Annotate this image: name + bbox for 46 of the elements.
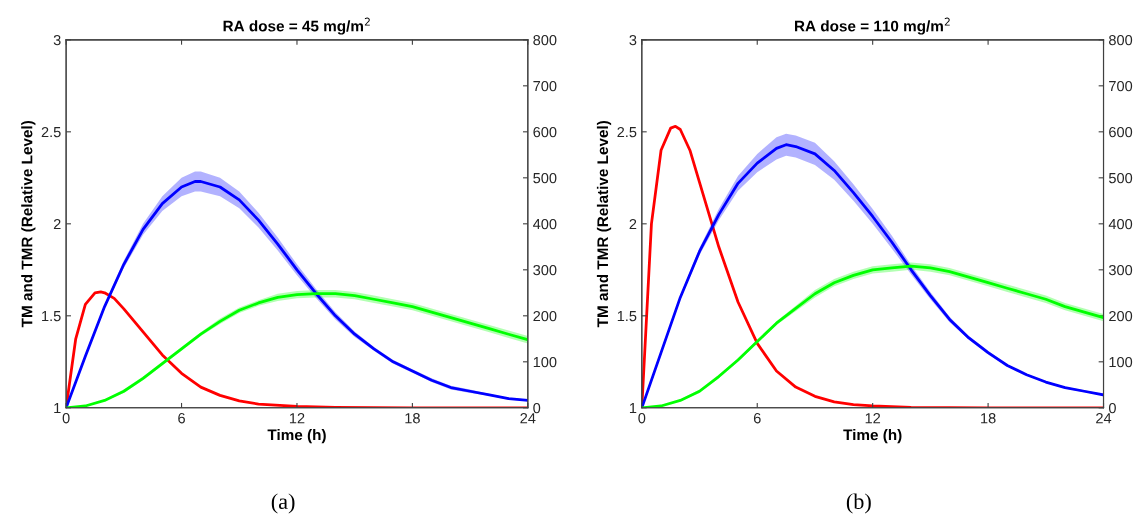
y2-tick-label: 0 (1108, 402, 1116, 414)
x-tick-label: 18 (405, 413, 420, 424)
y2-tick-label: 100 (533, 356, 557, 368)
y2-tick-label: 200 (1109, 310, 1133, 322)
x-tick-label: 0 (638, 413, 646, 424)
y2-tick-label: 700 (533, 80, 557, 92)
y-tick-label: 2 (629, 218, 637, 230)
x-tick-label: 6 (178, 413, 185, 424)
y-axis-title: TM and TMR (Relative Level) (21, 121, 36, 328)
y2-tick-label: 500 (533, 172, 557, 184)
y2-tick-label: 100 (1109, 356, 1133, 368)
x-tick-label: 24 (520, 413, 536, 424)
x-tick-label: 0 (62, 413, 70, 424)
text: (a) (271, 493, 295, 514)
y2-tick-label: 600 (533, 126, 557, 138)
y-axis-title: TM and TMR (Relative Level) (596, 121, 612, 328)
text: (b) (846, 493, 871, 514)
x-tick-label: 24 (1096, 413, 1112, 424)
y-tick-label: 2.5 (41, 126, 61, 138)
x-tick-label: 18 (981, 413, 996, 424)
y2-tick-label: 700 (1109, 80, 1133, 92)
x-axis-title: Time (h) (843, 429, 902, 444)
y2-tick-label: 0 (533, 402, 541, 414)
y-tick-label: 1.5 (42, 311, 61, 322)
y-tick-label: 3 (53, 34, 61, 46)
y-tick-label: 2 (53, 218, 61, 230)
y-tick-label: 1.5 (617, 311, 637, 322)
y2-tick-label: 400 (533, 218, 557, 230)
y-tick-label: 3 (629, 34, 637, 46)
x-tick-label: 12 (289, 413, 305, 424)
y2-tick-label: 800 (533, 34, 557, 46)
y-tick-label: 1 (629, 403, 637, 414)
y2-tick-label: 300 (533, 264, 557, 276)
chart-title: RA dose = 110 mg/m$^{2}$ (795, 17, 950, 35)
chart-title: RA dose = 45 mg/m$^{2}$ (223, 17, 370, 35)
x-tick-label: 6 (753, 413, 761, 424)
y2-tick-label: 600 (1109, 126, 1133, 138)
y-tick-label: 1 (54, 403, 61, 414)
y2-tick-label: 800 (1109, 34, 1133, 46)
x-tick-label: 12 (865, 413, 881, 424)
y-tick-label: 2.5 (617, 126, 637, 138)
y2-tick-label: 300 (1108, 264, 1133, 276)
y2-tick-label: 400 (1108, 218, 1133, 230)
y2-tick-label: 200 (533, 310, 557, 322)
y2-tick-label: 500 (1108, 172, 1133, 184)
x-axis-title: Time (h) (267, 429, 326, 444)
